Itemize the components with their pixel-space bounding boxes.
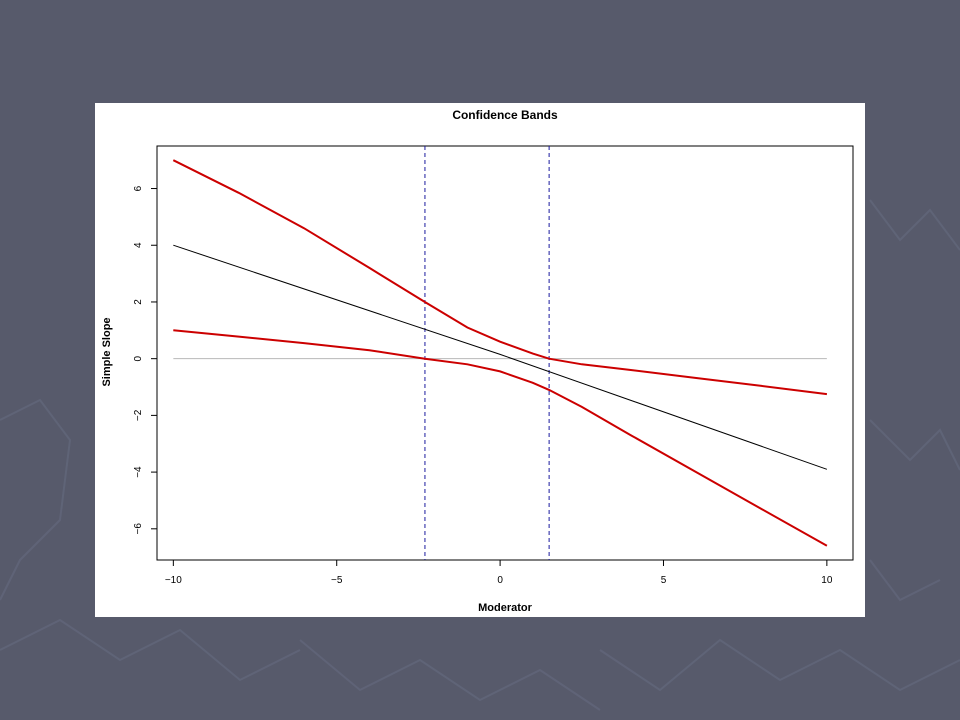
y-tick-label: −4 [133, 466, 144, 478]
y-tick-label: −2 [133, 409, 144, 421]
simple-slope-line [173, 244, 828, 470]
upper-confidence-band [172, 159, 828, 396]
y-axis: −6 −4 −2 0 2 4 6 [133, 185, 157, 535]
y-tick-label: −6 [133, 523, 144, 535]
x-tick-label: 0 [497, 575, 503, 586]
y-axis-title: Simple Slope [101, 317, 113, 386]
plot-frame [156, 145, 854, 561]
y-tick-label: 2 [133, 299, 144, 305]
x-tick-label: 5 [661, 575, 667, 586]
x-tick-label: 10 [821, 575, 833, 586]
chart: Confidence Bands −10 −5 0 5 10 −6 −4 −2 0 2 4 6 Mo… [101, 108, 854, 614]
x-tick-label: −10 [165, 575, 182, 586]
x-axis-title: Moderator [478, 602, 533, 614]
chart-title: Confidence Bands [452, 108, 558, 122]
x-axis: −10 −5 0 5 10 [165, 560, 833, 586]
chart-panel: Confidence Bands −10 −5 0 5 10 −6 −4 −2 0 2 4 6 Mo… [95, 103, 865, 617]
lower-confidence-band [173, 329, 828, 547]
y-tick-label: 0 [133, 355, 144, 361]
y-tick-label: 6 [133, 185, 144, 191]
x-tick-label: −5 [331, 575, 343, 586]
y-tick-label: 4 [133, 242, 144, 248]
